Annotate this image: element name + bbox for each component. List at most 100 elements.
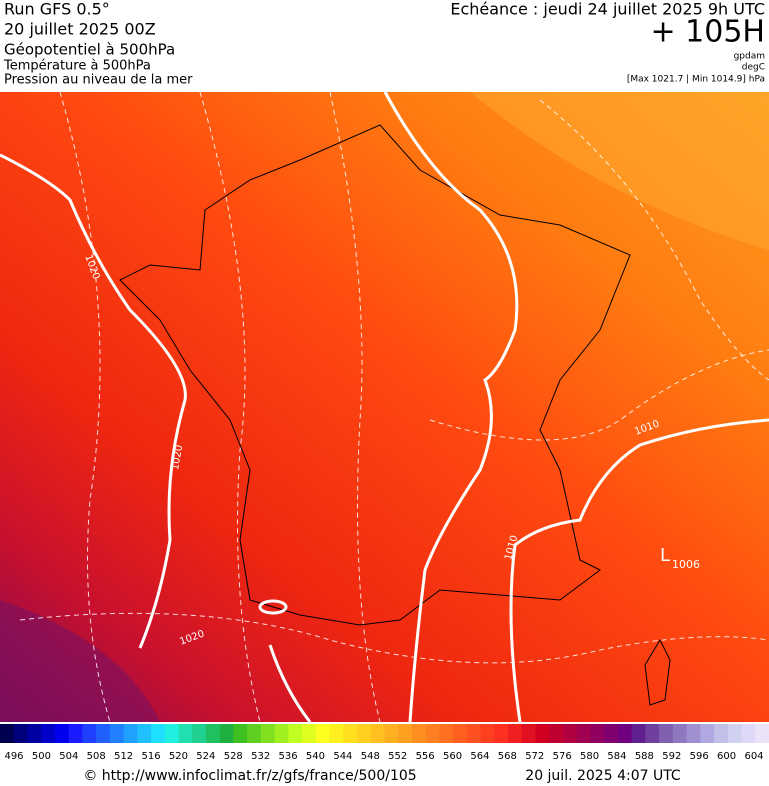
isobar [258, 599, 288, 615]
unit: gpdam [734, 52, 765, 62]
colorbar-cell [631, 724, 646, 743]
colorbar-cell [535, 724, 550, 743]
colorbar-cell [659, 724, 674, 743]
colorbar-cell [508, 724, 523, 743]
colorbar-label: 564 [470, 751, 489, 762]
field: Pression au niveau de la mer [4, 73, 193, 88]
colorbar: 496 500 504 508 512 516 520 524 528 532 536 540 544 5… [0, 724, 769, 762]
colorbar-cell [192, 724, 207, 743]
colorbar-cell [411, 724, 427, 743]
colorbar-label: 572 [525, 751, 544, 762]
colorbar-cell [563, 724, 578, 743]
colorbar-cell [357, 724, 372, 743]
corsica [644, 638, 671, 706]
colorbar-cell [700, 724, 715, 743]
colorbar-cell [13, 724, 28, 743]
dashed-contour [329, 91, 381, 723]
footer-url: © http://www.infoclimat.fr/z/gfs/france/… [83, 768, 416, 784]
colorbar-cell [604, 724, 619, 743]
colorbar-cell [590, 724, 605, 743]
colorbar-cell [672, 724, 688, 743]
colorbar-cell [686, 724, 701, 743]
colorbar-cell [576, 724, 591, 743]
colorbar-cell [274, 724, 289, 743]
colorbar-cell [439, 724, 454, 743]
colorbar-label: 504 [59, 751, 78, 762]
dashed-contour [539, 99, 769, 381]
colorbar-cell [645, 724, 660, 743]
colorbar-cell [714, 724, 729, 743]
colorbar-label: 536 [279, 751, 298, 762]
colorbar-cell [549, 724, 564, 743]
colorbar-cell [68, 724, 83, 743]
dashed-contour [59, 91, 111, 723]
colorbar-cell [302, 724, 317, 743]
colorbar-label: 588 [635, 751, 654, 762]
colorbar-label: 592 [662, 751, 681, 762]
colorbar-cell [233, 724, 248, 743]
footer-time: 20 juil. 2025 4:07 UTC [525, 768, 681, 784]
colorbar-label: 500 [32, 751, 51, 762]
colorbar-label: 584 [607, 751, 626, 762]
colorbar-label: 524 [196, 751, 215, 762]
colorbar-label: 556 [416, 751, 435, 762]
colorbar-cell [41, 724, 56, 743]
colorbar-cell [96, 724, 111, 743]
colorbar-cell [137, 724, 152, 743]
colorbar-cell [54, 724, 70, 743]
header: Run GFS 0.5° 20 juillet 2025 00Z Géopote… [3, 0, 765, 88]
colorbar-cell [480, 724, 495, 743]
colorbar-cell [425, 724, 440, 743]
colorbar-label: 532 [251, 751, 270, 762]
dashed-contour [199, 91, 261, 723]
low-pressure: 1006 [672, 558, 700, 571]
isobar [383, 91, 519, 723]
colorbar-cell [151, 724, 166, 743]
cold-area [0, 600, 160, 722]
colorbar-label: 568 [498, 751, 517, 762]
colorbar-cell [727, 724, 743, 743]
colorbar-label: 516 [141, 751, 160, 762]
field: Température à 500hPa [3, 59, 151, 74]
colorbar-label: 600 [717, 751, 736, 762]
colorbar-cell [109, 724, 125, 743]
colorbar-cell [494, 724, 509, 743]
colorbar-label: 520 [169, 751, 188, 762]
map: 1020 1020 1020 1010 1010 L 1006 [0, 91, 769, 723]
colorbar-cell [27, 724, 42, 743]
colorbar-cell [384, 724, 399, 743]
colorbar-cell [466, 724, 482, 743]
colorbar-cell [329, 724, 344, 743]
colorbar-label: 576 [553, 751, 572, 762]
colorbar-label: 512 [114, 751, 133, 762]
colorbar-cell [82, 724, 97, 743]
colorbar-cell [315, 724, 331, 743]
colorbar-label: 580 [580, 751, 599, 762]
colorbar-cell [219, 724, 234, 743]
colorbar-cell [755, 724, 769, 743]
lead-time: + 105H [651, 15, 766, 50]
colorbar-label: 496 [4, 751, 23, 762]
field: Géopotentiel à 500hPa [4, 41, 175, 59]
colorbar-cell [370, 724, 385, 743]
colorbar-cell [0, 724, 15, 743]
colorbar-label: 508 [87, 751, 106, 762]
colorbar-cell [288, 724, 303, 743]
colorbar-cell [260, 724, 276, 743]
valid-time: Echéance : jeudi 24 juillet 2025 9h UTC [450, 0, 765, 19]
colorbar-cell [247, 724, 262, 743]
isobar-label: 1020 [170, 444, 185, 471]
warm-area [470, 92, 769, 250]
colorbar-cell [178, 724, 193, 743]
colorbar-label: 540 [306, 751, 325, 762]
colorbar-label: 604 [744, 751, 763, 762]
france-border [119, 124, 631, 626]
colorbar-cell [453, 724, 468, 743]
dashed-contour [19, 612, 769, 664]
colorbar-label: 528 [224, 751, 243, 762]
colorbar-cell [741, 724, 756, 743]
colorbar-label: 548 [361, 751, 380, 762]
run: Run GFS 0.5° [4, 0, 110, 19]
pressure-range: [Max 1021.7 | Min 1014.9] hPa [627, 75, 765, 85]
